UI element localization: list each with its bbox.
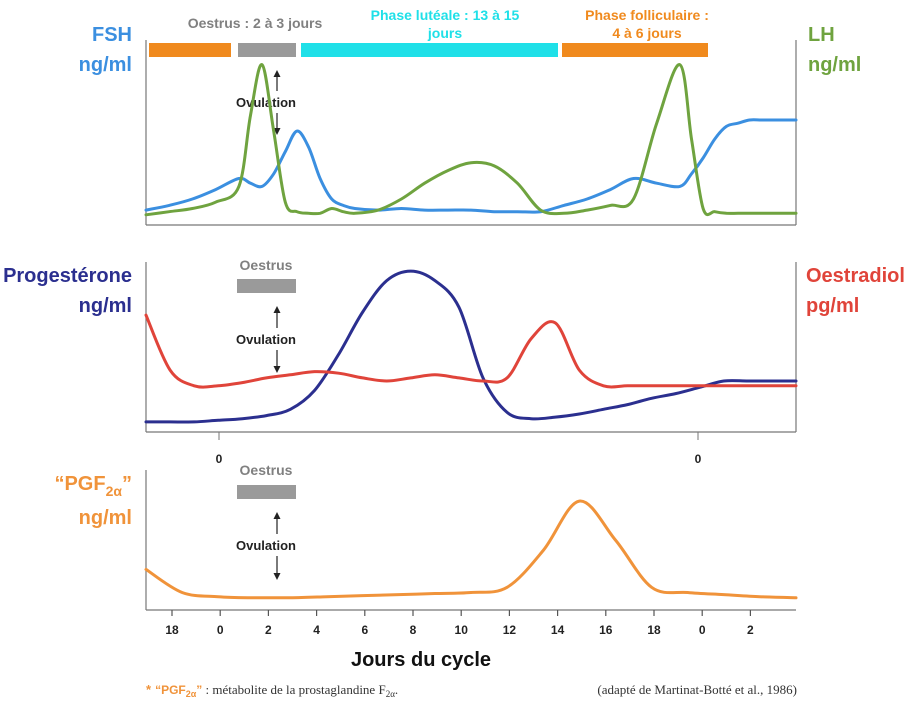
x-axis-title: Jours du cycle (351, 649, 491, 671)
pgf-series-line (144, 499, 798, 600)
luteal-bar (301, 43, 558, 57)
oestrus-bar (238, 43, 296, 57)
lh-unit: ng/ml (808, 54, 861, 76)
footnote: * “PGF2α” : métabolite de la prostaglandi… (146, 682, 398, 699)
follicular-bar-right (562, 43, 708, 57)
fsh-label: FSH (92, 24, 132, 46)
progesterone-label: Progestérone (3, 265, 132, 287)
follicular-phase-label-2: 4 à 6 jours (612, 25, 681, 41)
ovulation-label-top: Ovulation (236, 95, 296, 110)
luteal-phase-label-2: jours (427, 25, 462, 41)
oestradiol-unit: pg/ml (806, 295, 859, 317)
follicular-phase-label-1: Phase folliculaire : (585, 7, 709, 23)
x-tick-label: 14 (551, 623, 565, 637)
panel-top-axes (145, 40, 797, 226)
oestrus-box-bottom (237, 485, 296, 499)
x-tick-label: 18 (165, 623, 179, 637)
lh-series-line (144, 63, 798, 217)
footnote-pgf-close: ” (196, 683, 202, 697)
x-tick-label: 8 (410, 623, 417, 637)
ovulation-label-bottom: Ovulation (236, 538, 296, 553)
oestrus-label-middle: Oestrus (240, 257, 293, 273)
x-tick-label: 12 (503, 623, 517, 637)
pgf-sub: 2α (106, 483, 123, 499)
pgf-open: “PGF (54, 473, 105, 495)
oestrus-marker-bottom: Oestrus Ovulation (236, 462, 296, 580)
x-tick-label: 18 (647, 623, 661, 637)
zero-label-left: 0 (216, 452, 223, 466)
fsh-series-line (144, 118, 798, 214)
ovulation-label-middle: Ovulation (236, 332, 296, 347)
x-tick-label: 10 (455, 623, 469, 637)
footnote-text: : métabolite de la prostaglandine F (202, 682, 385, 697)
oestrus-phase-label: Oestrus : 2 à 3 jours (188, 15, 323, 31)
pgf-close: ” (122, 473, 132, 495)
x-tick-label: 6 (361, 623, 368, 637)
progesterone-unit: ng/ml (79, 295, 132, 317)
x-tick-label: 16 (599, 623, 613, 637)
footnote-pgf-sub: 2α (186, 689, 197, 699)
footnote-text-end: . (395, 682, 398, 697)
luteal-phase-label-1: Phase lutéale : 13 à 15 (371, 7, 520, 23)
footnote-star: * (146, 682, 152, 697)
follicular-bar-left (149, 43, 231, 57)
x-tick-label: 4 (313, 623, 320, 637)
lh-label: LH (808, 24, 835, 46)
progesterone-series-line (144, 269, 798, 424)
x-tick-label: 2 (747, 623, 754, 637)
pgf-label: “PGF2α” (54, 473, 132, 499)
oestrus-marker-middle: Oestrus Ovulation (236, 257, 296, 373)
panel-middle-axes (145, 262, 797, 433)
x-axis: 18 0 2 4 6 8 10 12 14 16 18 0 2 (165, 610, 754, 637)
footnote-pgf-open: “PGF (155, 683, 186, 697)
footnote-source: (adapté de Martinat-Botté et al., 1986) (597, 682, 797, 697)
oestradiol-series-line (144, 313, 798, 389)
fsh-unit: ng/ml (79, 54, 132, 76)
footnote-text-sub: 2α (386, 689, 396, 699)
oestradiol-label: Oestradiol (806, 265, 904, 287)
curves (144, 63, 798, 600)
oestrus-box-middle (237, 279, 296, 293)
zero-label-right: 0 (695, 452, 702, 466)
panel-bottom-axes (145, 470, 796, 611)
x-tick-label: 0 (217, 623, 224, 637)
pgf-unit: ng/ml (79, 507, 132, 529)
oestrus-label-bottom: Oestrus (240, 462, 293, 478)
x-tick-label: 2 (265, 623, 272, 637)
x-tick-label: 0 (699, 623, 706, 637)
